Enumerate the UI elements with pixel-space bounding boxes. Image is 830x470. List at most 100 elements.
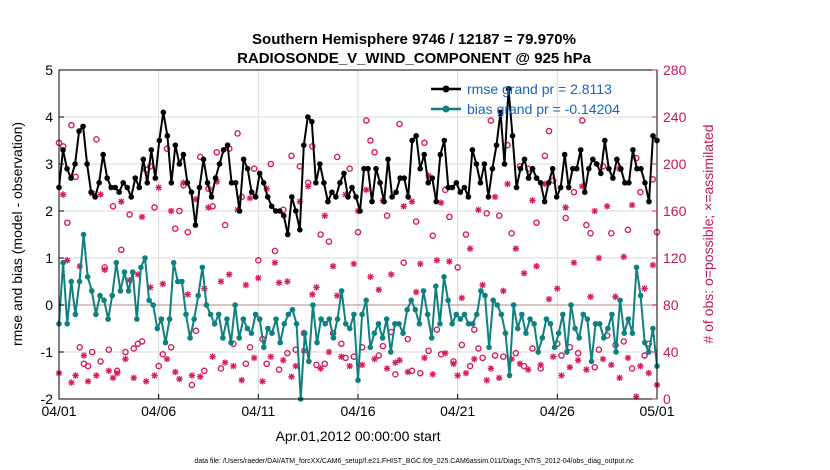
obs-assimilated-marker (533, 263, 540, 270)
obs-possible-marker (624, 226, 632, 234)
data-point-bias (433, 283, 439, 290)
data-point-rmse (409, 137, 415, 144)
data-point-bias (392, 321, 398, 327)
data-point-rmse (333, 194, 339, 200)
obs-assimilated-marker (159, 280, 167, 288)
data-point-rmse (172, 142, 179, 148)
data-point-rmse (268, 203, 275, 210)
obs-possible-marker (562, 214, 569, 222)
data-point-rmse (284, 231, 291, 238)
obs-assimilated-stroke (384, 365, 390, 372)
data-point-bias (502, 330, 509, 337)
obs-assimilated-marker (288, 373, 295, 380)
data-point-bias (93, 311, 99, 318)
data-point-bias (154, 325, 161, 332)
data-point-bias (203, 302, 210, 308)
obs-assimilated-stroke (292, 363, 299, 369)
data-point-bias (76, 278, 83, 285)
legend-label-rmse: rmse grand pr = 2.8113 (467, 81, 612, 97)
obs-assimilated-marker (105, 367, 113, 374)
obs-assimilated-marker (599, 355, 607, 363)
data-point-rmse (184, 180, 191, 186)
y-right-tick-label: 160 (663, 203, 687, 219)
obs-assimilated-marker (242, 281, 250, 289)
obs-possible-marker (462, 231, 470, 238)
data-point-rmse (557, 184, 564, 191)
data-point-rmse (160, 109, 167, 116)
data-point-rmse (602, 137, 608, 144)
obs-assimilated-marker (383, 365, 391, 372)
obs-assimilated-stroke (392, 359, 399, 366)
data-point-rmse (212, 175, 219, 181)
data-point-bias (547, 321, 554, 327)
obs-assimilated-marker (412, 288, 420, 296)
data-point-rmse (64, 165, 70, 172)
obs-assimilated-marker (458, 294, 466, 302)
obs-assimilated-marker (442, 349, 449, 357)
data-point-rmse (533, 175, 540, 181)
obs-assimilated-stroke (596, 255, 602, 261)
obs-assimilated-marker (350, 260, 358, 268)
obs-assimilated-stroke (479, 282, 486, 288)
data-point-bias (277, 339, 283, 346)
data-point-bias (490, 297, 496, 304)
data-point-bias (428, 335, 435, 341)
data-point-rmse (112, 184, 118, 191)
obs-assimilated-stroke (434, 257, 440, 264)
obs-possible-marker (383, 212, 391, 219)
data-point-rmse (216, 161, 223, 167)
data-point-rmse (108, 184, 114, 191)
data-point-rmse (200, 156, 207, 163)
obs-assimilated-stroke (259, 378, 266, 385)
legend: rmse grand pr = 2.8113 bias grand pr = -… (431, 81, 620, 117)
data-point-bias (576, 335, 582, 341)
obs-assimilated-stroke (130, 374, 137, 381)
obs-possible-marker (138, 338, 146, 345)
data-point-bias (543, 316, 550, 322)
data-point-rmse (369, 198, 375, 205)
obs-assimilated-marker (475, 206, 482, 214)
obs-assimilated-marker (304, 183, 312, 190)
obs-assimilated-marker (313, 284, 320, 291)
obs-possible-marker (321, 360, 329, 368)
data-point-rmse (168, 180, 175, 186)
data-point-rmse (646, 198, 652, 205)
data-point-bias (514, 325, 521, 332)
data-point-rmse (204, 180, 211, 186)
data-point-bias (531, 321, 537, 327)
obs-assimilated-stroke (305, 183, 312, 190)
x-tick-label: 05/01 (639, 403, 674, 419)
data-point-bias (617, 297, 623, 304)
obs-possible-marker (263, 360, 270, 368)
data-point-bias (584, 316, 591, 322)
obs-assimilated-marker (138, 213, 146, 221)
obs-assimilated-marker (462, 369, 470, 377)
obs-assimilated-stroke (492, 194, 498, 200)
obs-assimilated-marker (491, 193, 499, 201)
obs-assimilated-marker (155, 184, 162, 191)
data-point-bias (187, 335, 193, 341)
obs-assimilated-stroke (512, 245, 519, 252)
obs-possible-marker (317, 231, 324, 238)
data-point-bias (150, 302, 157, 308)
data-point-rmse (465, 194, 472, 200)
obs-possible-marker (545, 127, 553, 135)
data-point-rmse (301, 142, 307, 148)
obs-assimilated-stroke (309, 291, 316, 298)
obs-assimilated-marker (624, 354, 632, 362)
obs-possible-marker (363, 117, 370, 124)
obs-assimilated-stroke (363, 186, 370, 193)
data-point-bias (113, 259, 120, 266)
obs-possible-marker (446, 213, 453, 221)
obs-assimilated-stroke (326, 349, 332, 355)
data-point-rmse (650, 133, 656, 139)
obs-possible-marker (64, 219, 71, 227)
obs-assimilated-stroke (321, 212, 328, 219)
obs-assimilated-marker (637, 362, 644, 370)
obs-possible-marker (117, 246, 125, 254)
obs-assimilated-marker (271, 259, 279, 266)
data-point-bias (224, 316, 230, 322)
obs-assimilated-marker (317, 365, 324, 372)
data-point-bias (621, 330, 628, 337)
data-point-bias (461, 311, 468, 318)
